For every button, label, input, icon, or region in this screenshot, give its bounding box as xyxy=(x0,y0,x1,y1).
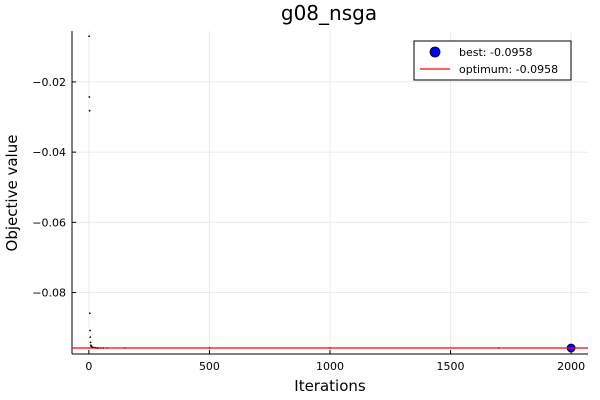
trace-point xyxy=(88,109,91,112)
legend: best: -0.0958 optimum: -0.0958 xyxy=(413,40,572,81)
y-tick-label: −0.04 xyxy=(32,146,66,159)
x-tick-label: 2000 xyxy=(557,360,585,373)
trace-point xyxy=(89,329,91,332)
y-axis-title: Objective value xyxy=(3,135,21,252)
chart-title: g08_nsga xyxy=(281,1,377,25)
legend-best-marker xyxy=(429,46,441,58)
x-tick-label: 0 xyxy=(85,360,92,373)
trace-point xyxy=(89,336,92,339)
legend-best-label: best: -0.0958 xyxy=(459,46,532,59)
legend-optimum-label: optimum: -0.0958 xyxy=(459,63,558,76)
x-tick-label: 1000 xyxy=(316,360,344,373)
legend-box xyxy=(413,40,572,81)
x-tick-label: 500 xyxy=(199,360,220,373)
trace-point xyxy=(88,35,91,38)
x-tick-label: 1500 xyxy=(437,360,465,373)
trace-point xyxy=(88,312,91,315)
x-ticks: 0 500 1000 1500 2000 xyxy=(85,350,585,373)
y-tick-label: −0.08 xyxy=(32,287,66,300)
y-tick-label: −0.06 xyxy=(32,216,66,229)
x-axis-title: Iterations xyxy=(294,377,366,395)
y-tick-label: −0.02 xyxy=(32,76,66,89)
trace-point xyxy=(89,341,92,344)
grid xyxy=(72,31,588,354)
plot-area xyxy=(72,35,588,353)
y-ticks: −0.08 −0.06 −0.04 −0.02 xyxy=(32,76,76,300)
trace-point xyxy=(88,96,91,98)
